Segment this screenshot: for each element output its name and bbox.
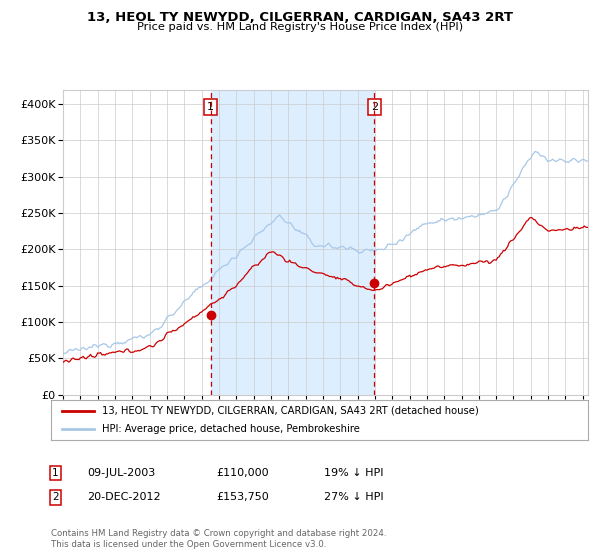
Text: Price paid vs. HM Land Registry's House Price Index (HPI): Price paid vs. HM Land Registry's House … [137,22,463,32]
Text: £153,750: £153,750 [216,492,269,502]
Text: £110,000: £110,000 [216,468,269,478]
Bar [211,90,374,395]
Text: HPI: Average price, detached house, Pembrokeshire: HPI: Average price, detached house, Pemb… [102,424,360,434]
Text: Contains HM Land Registry data © Crown copyright and database right 2024.: Contains HM Land Registry data © Crown c… [51,529,386,538]
Text: 27% ↓ HPI: 27% ↓ HPI [324,492,383,502]
Text: 09-JUL-2003: 09-JUL-2003 [87,468,155,478]
Text: 1: 1 [52,468,59,478]
Text: 19% ↓ HPI: 19% ↓ HPI [324,468,383,478]
Text: 13, HEOL TY NEWYDD, CILGERRAN, CARDIGAN, SA43 2RT: 13, HEOL TY NEWYDD, CILGERRAN, CARDIGAN,… [87,11,513,24]
Text: 1: 1 [207,102,214,112]
Text: 2: 2 [52,492,59,502]
Text: 13, HEOL TY NEWYDD, CILGERRAN, CARDIGAN, SA43 2RT (detached house): 13, HEOL TY NEWYDD, CILGERRAN, CARDIGAN,… [102,406,479,416]
Text: This data is licensed under the Open Government Licence v3.0.: This data is licensed under the Open Gov… [51,540,326,549]
Text: 2: 2 [371,102,378,112]
Text: 20-DEC-2012: 20-DEC-2012 [87,492,161,502]
